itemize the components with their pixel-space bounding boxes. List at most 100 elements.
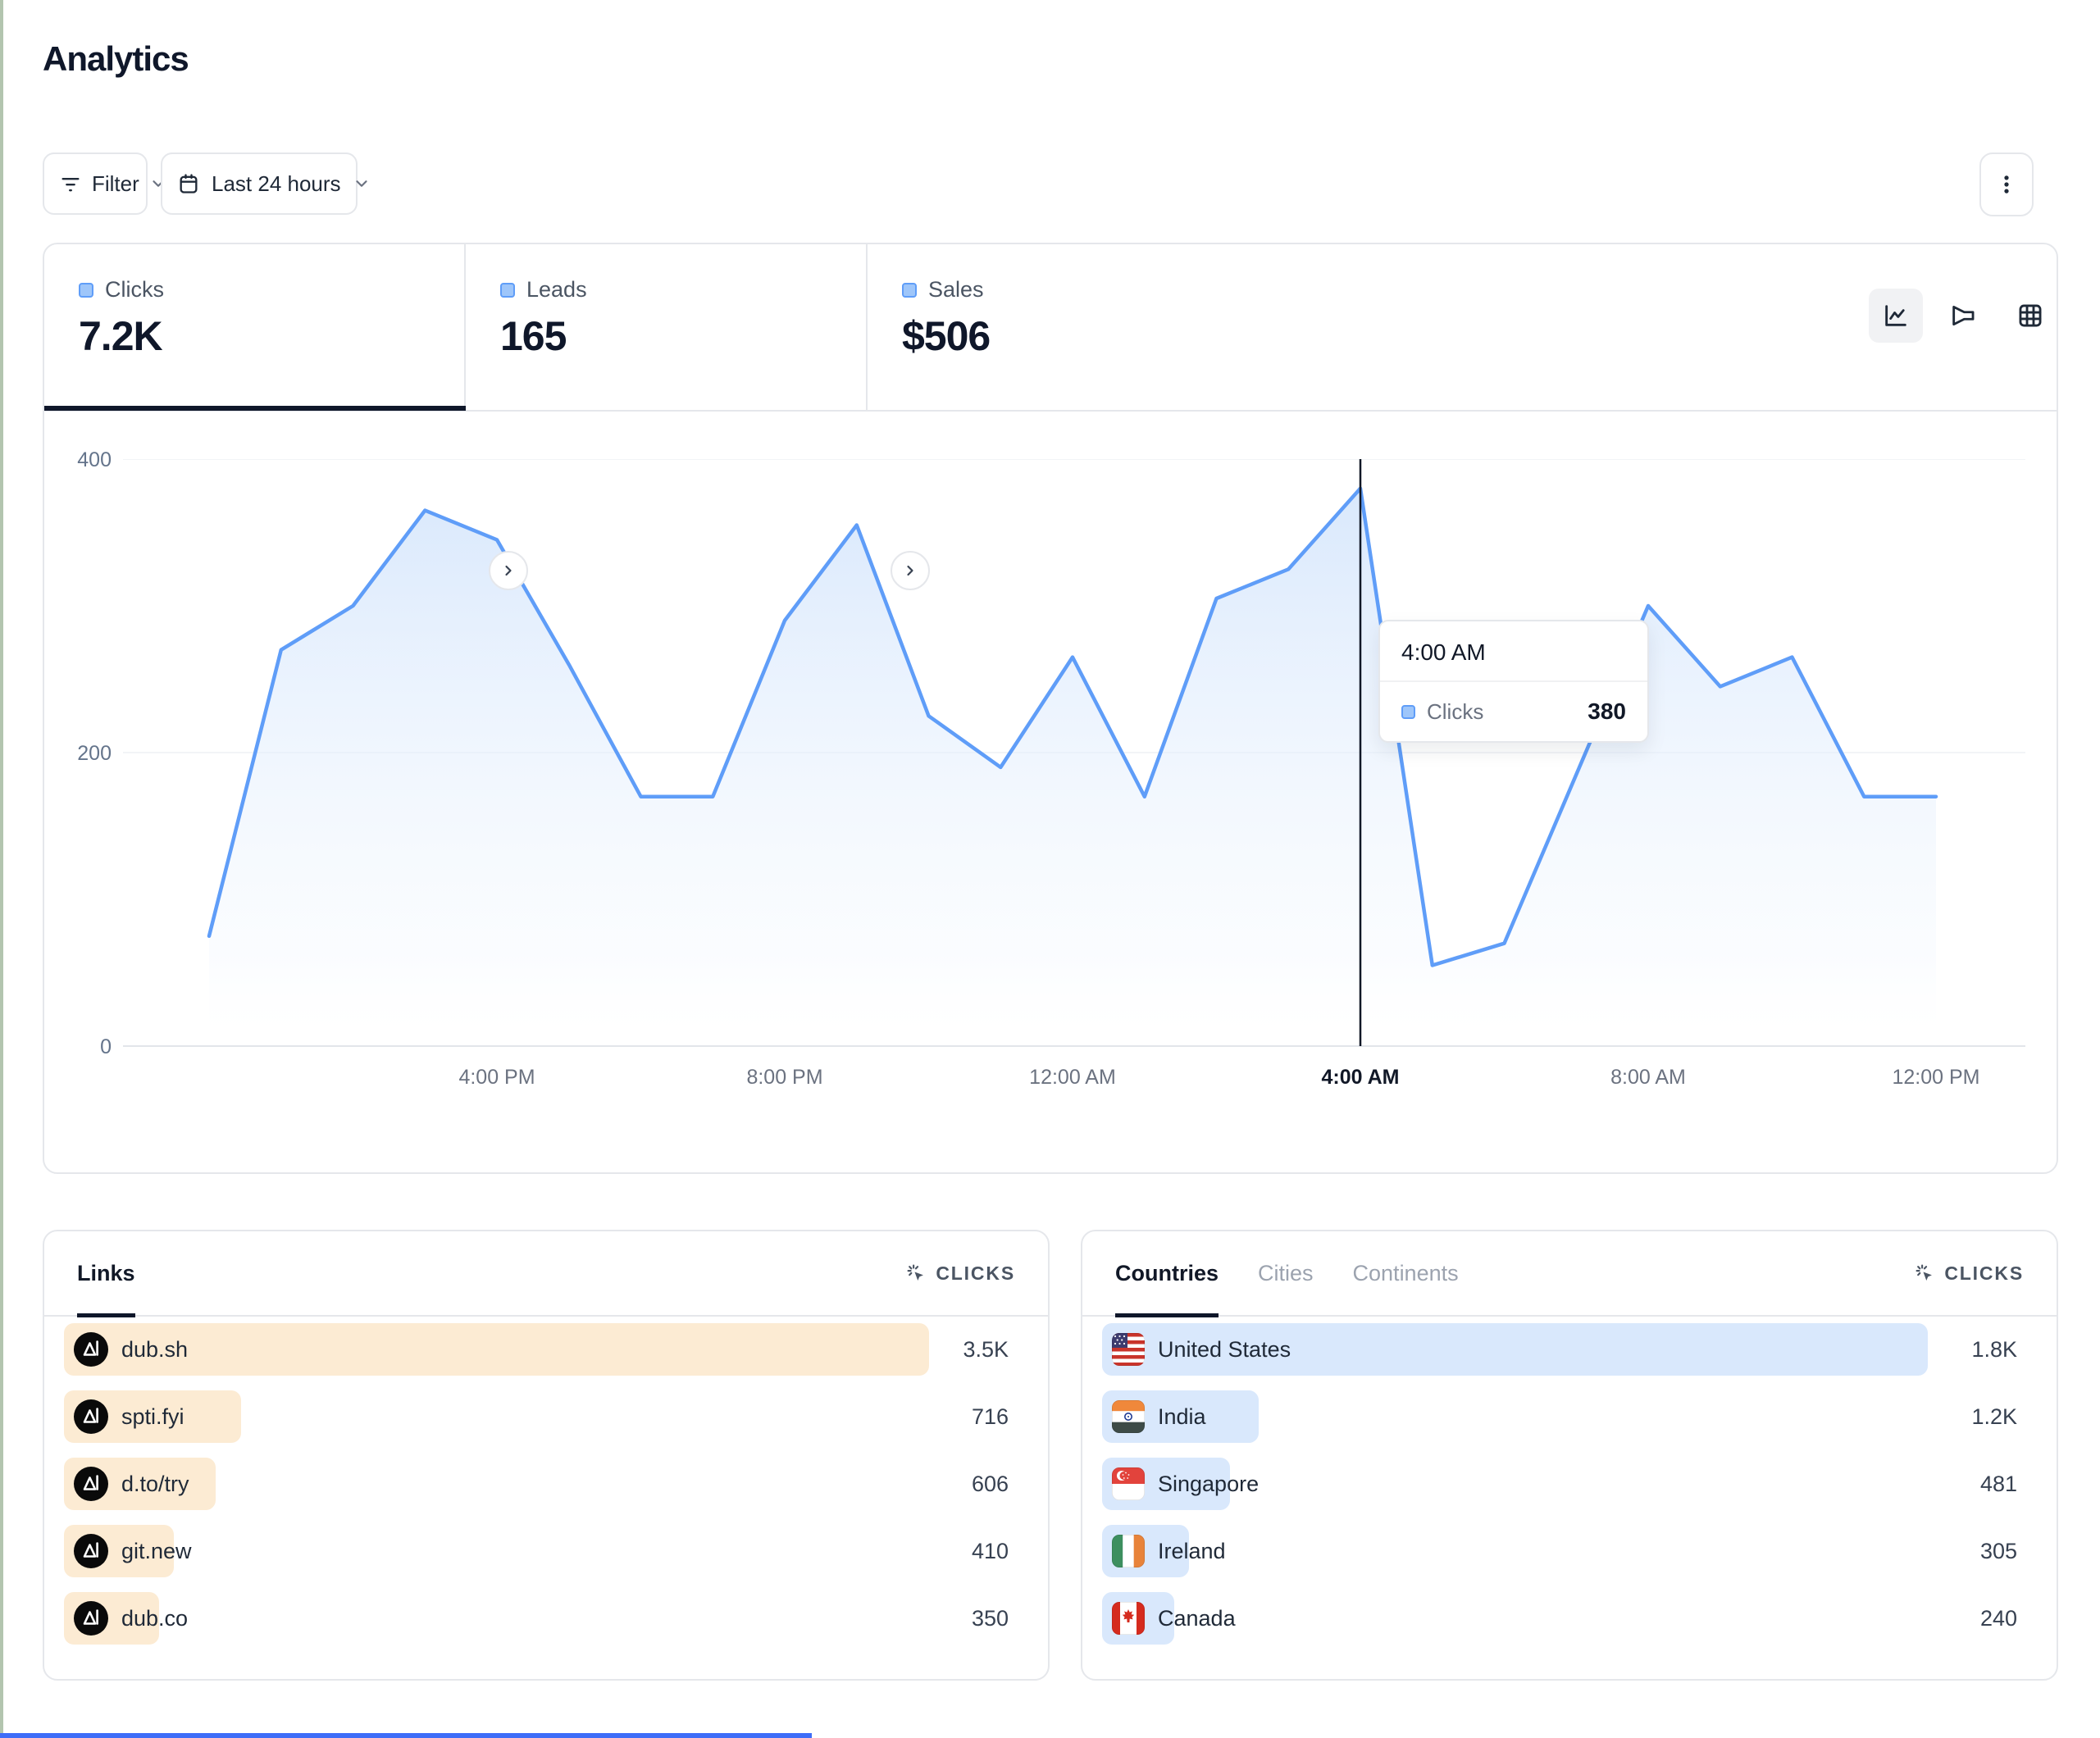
chart-tooltip: 4:00 AM Clicks 380 <box>1378 620 1649 743</box>
clicks-label: Clicks <box>105 277 164 302</box>
sales-label: Sales <box>928 277 984 302</box>
dub-logo-icon <box>74 1534 108 1568</box>
chart-view-switcher <box>1869 289 2057 343</box>
countries-row-india[interactable]: India 1.2K <box>1102 1390 2037 1443</box>
flag-ca-icon <box>1112 1602 1145 1635</box>
clicks-line <box>207 486 1938 967</box>
links-panel-header: Links CLICKS <box>44 1231 1048 1317</box>
links-row-dub-co[interactable]: dub.co 350 <box>64 1592 1028 1645</box>
row-label: dub.sh <box>121 1336 189 1362</box>
countries-row-ireland[interactable]: Ireland 305 <box>1102 1525 2037 1577</box>
row-value: 410 <box>971 1538 1009 1563</box>
row-value: 1.2K <box>1971 1404 2017 1429</box>
x-tick-800pm: 8:00 PM <box>746 1066 823 1089</box>
x-tick-1200am: 12:00 AM <box>1029 1066 1116 1089</box>
flag-us-icon <box>1112 1333 1145 1366</box>
countries-row-canada[interactable]: Canada 240 <box>1102 1592 2037 1645</box>
countries-metric-header[interactable]: CLICKS <box>1914 1263 2024 1285</box>
date-range-label: Last 24 hours <box>212 171 341 196</box>
tab-sales[interactable]: Sales $506 <box>868 244 2058 412</box>
tooltip-value: 380 <box>1588 698 1626 724</box>
tab-links[interactable]: Links <box>77 1231 135 1317</box>
stats-tabs-row: Clicks 7.2K Leads 165 Sales $506 <box>44 244 2057 412</box>
clicks-value: 7.2K <box>79 313 163 359</box>
filter-button-label: Filter <box>92 171 139 196</box>
row-label: United States <box>1158 1336 1291 1362</box>
links-panel: Links CLICKS dub.sh 3.5K spti.fyi 716 d.to/t… <box>43 1230 1050 1681</box>
countries-row-united-states[interactable]: United States 1.8K <box>1102 1323 2037 1376</box>
funnel-chart-view-button[interactable] <box>1936 289 1990 343</box>
x-tick-400am: 4:00 AM <box>1321 1066 1400 1089</box>
row-label: Ireland <box>1158 1538 1226 1563</box>
row-label: spti.fyi <box>121 1404 184 1429</box>
page-title: Analytics <box>43 39 189 78</box>
leads-legend-swatch <box>500 282 515 298</box>
tab-leads[interactable]: Leads 165 <box>466 244 868 412</box>
countries-row-singapore[interactable]: Singapore 481 <box>1102 1458 2037 1510</box>
value-bar <box>64 1323 929 1376</box>
window-bottom-edge <box>0 1733 812 1738</box>
dub-logo-icon <box>74 1467 108 1501</box>
row-value: 1.8K <box>1971 1336 2017 1362</box>
tab-countries[interactable]: Countries <box>1115 1231 1219 1317</box>
flag-sg-icon <box>1112 1467 1145 1500</box>
filter-button[interactable]: Filter <box>43 152 164 215</box>
tab-clicks[interactable]: Clicks 7.2K <box>44 244 466 412</box>
flag-ie-icon <box>1112 1535 1145 1567</box>
row-value: 716 <box>971 1404 1009 1429</box>
sales-legend-swatch <box>902 282 917 298</box>
more-menu-button[interactable] <box>1979 152 2034 216</box>
value-bar <box>1102 1323 1928 1376</box>
tooltip-clicks-swatch <box>1401 704 1415 719</box>
row-value: 481 <box>1979 1471 2017 1496</box>
countries-panel: Countries Cities Continents CLICKS Unite… <box>1081 1230 2058 1681</box>
cursor-click-icon <box>905 1263 927 1285</box>
row-label: India <box>1158 1404 1206 1429</box>
line-chart-view-button[interactable] <box>1869 289 1923 343</box>
dub-logo-icon <box>74 1332 108 1367</box>
expand-clicks-chevron-button[interactable] <box>489 551 528 590</box>
flag-in-icon <box>1112 1400 1145 1433</box>
links-metric-header[interactable]: CLICKS <box>905 1263 1015 1285</box>
row-value: 350 <box>971 1605 1009 1631</box>
x-tick-1200pm: 12:00 PM <box>1892 1066 1980 1089</box>
links-row-dub-sh[interactable]: dub.sh 3.5K <box>64 1323 1028 1376</box>
line-chart-icon <box>1882 302 1910 330</box>
dub-logo-icon <box>74 1399 108 1434</box>
tab-cities[interactable]: Cities <box>1258 1260 1314 1285</box>
expand-leads-chevron-button[interactable] <box>891 551 930 590</box>
y-tick-400: 400 <box>77 448 112 471</box>
links-metric-label: CLICKS <box>936 1262 1015 1284</box>
tooltip-time: 4:00 AM <box>1380 621 1647 682</box>
leads-value: 165 <box>500 313 567 359</box>
clicks-area-chart[interactable] <box>115 459 2025 1082</box>
chevron-down-icon <box>353 175 371 193</box>
active-tab-underline <box>44 406 466 411</box>
row-value: 3.5K <box>963 1336 1009 1362</box>
table-grid-icon <box>2016 302 2044 330</box>
links-row-git-new[interactable]: git.new 410 <box>64 1525 1028 1577</box>
row-label: git.new <box>121 1538 192 1563</box>
x-tick-800am: 8:00 AM <box>1610 1066 1686 1089</box>
dub-logo-icon <box>74 1601 108 1636</box>
links-row-spti-fyi[interactable]: spti.fyi 716 <box>64 1390 1028 1443</box>
row-label: Singapore <box>1158 1471 1260 1496</box>
cursor-click-icon <box>1914 1263 1936 1285</box>
clicks-legend-swatch <box>79 282 93 298</box>
calendar-icon <box>177 172 200 195</box>
row-label: d.to/try <box>121 1471 189 1496</box>
row-label: dub.co <box>121 1605 189 1631</box>
row-value: 305 <box>1979 1538 2017 1563</box>
tab-continents[interactable]: Continents <box>1352 1260 1459 1285</box>
table-view-button[interactable] <box>2003 289 2057 343</box>
tooltip-series-label: Clicks <box>1427 698 1484 724</box>
y-tick-200: 200 <box>77 742 112 765</box>
x-tick-400pm: 4:00 PM <box>458 1066 535 1089</box>
date-range-button[interactable]: Last 24 hours <box>161 152 367 215</box>
links-row-d-to-try[interactable]: d.to/try 606 <box>64 1458 1028 1510</box>
window-left-edge <box>0 0 3 1738</box>
sales-value: $506 <box>902 313 991 359</box>
area-fill <box>209 488 1936 1046</box>
countries-panel-header: Countries Cities Continents CLICKS <box>1082 1231 2057 1317</box>
